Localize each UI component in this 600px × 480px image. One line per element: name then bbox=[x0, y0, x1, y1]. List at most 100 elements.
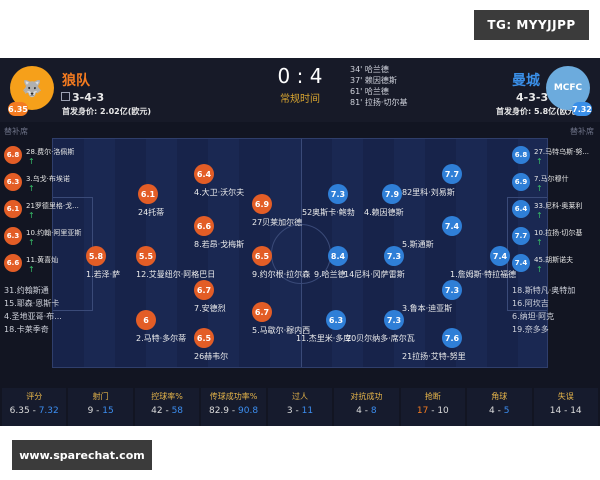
player-name: 5.马歇尔·穆内西 bbox=[252, 326, 311, 335]
away-player[interactable]: 7.4 1.詹姆斯·特拉福德 bbox=[450, 246, 540, 286]
bench-item[interactable]: 18.卡莱季奇 bbox=[4, 325, 49, 334]
sub-arrow-icon: ↑ bbox=[536, 157, 543, 166]
stat-away-value: 11 bbox=[301, 406, 314, 416]
home-player[interactable]: 6.1 24托蒂 bbox=[138, 184, 228, 224]
stat-home-value: 4 bbox=[356, 406, 362, 416]
away-team-name[interactable]: 曼城 bbox=[512, 73, 540, 89]
stat-item: 评分 6.35 - 7.32 bbox=[2, 388, 67, 426]
player-rating-badge: 7.7 bbox=[442, 164, 462, 184]
sub-name: 45.胡斯诺夫 bbox=[534, 256, 574, 264]
player-name: 1.詹姆斯·特拉福德 bbox=[450, 270, 517, 279]
sub-arrow-icon: ↑ bbox=[28, 184, 35, 193]
stat-label: 失误 bbox=[557, 392, 574, 401]
stat-away-value: 10 bbox=[437, 406, 449, 416]
away-formation: 4-3-3 bbox=[516, 91, 549, 104]
stat-values: 6.35 - 7.32 bbox=[9, 406, 59, 416]
player-rating-badge: 6.4 bbox=[194, 164, 214, 184]
stat-values: 14 - 14 bbox=[549, 406, 582, 416]
stat-home-value: 6.35 bbox=[9, 406, 30, 416]
stat-values: 9 - 15 bbox=[87, 406, 114, 416]
sub-rating-badge: 7.7 bbox=[512, 227, 530, 245]
stat-home-value: 42 bbox=[151, 406, 163, 416]
sub-arrow-icon: ↑ bbox=[536, 265, 543, 274]
match-status: 常规时间 bbox=[280, 94, 320, 105]
player-name: 3.鲁本·迪亚斯 bbox=[402, 304, 453, 313]
away-player[interactable]: 6.3 11.杰里米·多库 bbox=[296, 310, 386, 350]
stat-item: 角球 4 - 5 bbox=[467, 388, 532, 426]
away-player[interactable]: 7.3 52奥斯卡·鲍勃 bbox=[298, 184, 388, 224]
home-player[interactable]: 6.6 8.若昂·戈梅斯 bbox=[194, 216, 284, 256]
stat-values: 3 - 11 bbox=[286, 406, 314, 416]
home-team-name[interactable]: 狼队 bbox=[62, 73, 90, 89]
player-rating-badge: 6.7 bbox=[194, 280, 214, 300]
home-player[interactable]: 6.7 7.安德烈 bbox=[194, 280, 284, 320]
stat-item: 对抗成功 4 - 8 bbox=[334, 388, 399, 426]
home-player[interactable]: 6.9 27贝莱加尔德 bbox=[252, 194, 342, 234]
bench-item[interactable]: 19.奈多多 bbox=[512, 325, 549, 334]
stat-label: 抢断 bbox=[424, 392, 441, 401]
sub-rating-badge: 6.9 bbox=[512, 173, 530, 191]
bench-item[interactable]: 16.阿坎吉 bbox=[512, 299, 549, 308]
home-player[interactable]: 5.8 1.若泽·萨 bbox=[86, 246, 176, 286]
stat-item: 传球成功率% 82.9 - 90.8 bbox=[201, 388, 266, 426]
player-name: 1.若泽·萨 bbox=[86, 270, 121, 279]
stat-label: 过人 bbox=[291, 392, 308, 401]
stat-label: 射门 bbox=[92, 392, 109, 401]
player-name: 24托蒂 bbox=[138, 208, 165, 217]
bench-item[interactable]: 31.约翰斯通 bbox=[4, 286, 49, 295]
match-panel: 🐺 6.35 狼队 3-4-3 首发身价: 2.02亿(欧元) 0 : 4 常规… bbox=[0, 58, 600, 426]
player-rating-badge: 5.5 bbox=[136, 246, 156, 266]
stat-away-value: 58 bbox=[171, 406, 184, 416]
away-player[interactable]: 7.3 14尼科·冈萨雷斯 bbox=[344, 246, 434, 286]
sub-arrow-icon: ↑ bbox=[536, 184, 543, 193]
sub-name: 27.马特乌斯·努... bbox=[534, 148, 590, 156]
sub-rating-badge: 6.3 bbox=[4, 173, 22, 191]
goal-item: 81' 拉扬·切尔基 bbox=[350, 98, 408, 107]
bench-item[interactable]: 4.圣地亚哥·布... bbox=[4, 312, 62, 321]
stat-item: 过人 3 - 11 bbox=[267, 388, 333, 426]
away-player[interactable]: 7.7 82里科·刘易斯 bbox=[402, 164, 492, 204]
formation-icon bbox=[61, 92, 70, 101]
sub-rating-badge: 6.4 bbox=[512, 200, 530, 218]
player-rating-badge: 7.3 bbox=[328, 184, 348, 204]
bench-item[interactable]: 6.纳坦·阿克 bbox=[512, 312, 555, 321]
stat-home-value: 17 bbox=[416, 406, 429, 416]
away-team-rating: 7.32 bbox=[572, 102, 592, 116]
sub-rating-badge: 6.8 bbox=[4, 146, 22, 164]
player-rating-badge: 7.3 bbox=[384, 310, 404, 330]
stat-item: 控球率% 42 - 58 bbox=[134, 388, 200, 426]
home-value: 首发身价: 2.02亿(欧元) bbox=[62, 107, 152, 116]
player-name: 20贝尔纳多·席尔瓦 bbox=[346, 334, 415, 343]
away-player[interactable]: 8.4 9.哈兰德 bbox=[302, 246, 392, 286]
home-player[interactable]: 6.5 26赫韦尔 bbox=[194, 328, 284, 368]
sub-name: 21罗德里格·戈... bbox=[26, 202, 79, 210]
player-name: 5.斯通斯 bbox=[402, 240, 434, 249]
stat-values: 42 - 58 bbox=[151, 406, 184, 416]
stat-home-value: 3 bbox=[286, 406, 293, 416]
goal-item: 61' 哈兰德 bbox=[350, 87, 389, 96]
player-name: 11.杰里米·多库 bbox=[296, 334, 352, 343]
home-formation: 3-4-3 bbox=[72, 91, 105, 104]
sub-arrow-icon: ↑ bbox=[28, 211, 35, 220]
home-player[interactable]: 6.5 9.约尔根·拉尔森 bbox=[252, 246, 342, 286]
player-name: 4.大卫·沃尔夫 bbox=[194, 188, 245, 197]
away-player[interactable]: 7.6 21拉扬·艾特-努里 bbox=[402, 328, 492, 368]
home-player[interactable]: 6.4 4.大卫·沃尔夫 bbox=[194, 164, 284, 204]
stat-away-value: 15 bbox=[102, 406, 114, 416]
away-player[interactable]: 7.4 5.斯通斯 bbox=[402, 216, 492, 256]
home-player[interactable]: 6.7 5.马歇尔·穆内西 bbox=[252, 302, 342, 342]
away-player[interactable]: 7.3 3.鲁本·迪亚斯 bbox=[402, 280, 492, 320]
stat-label: 对抗成功 bbox=[350, 392, 383, 401]
bench-item[interactable]: 15.耶森·恩斯卡 bbox=[4, 299, 60, 308]
stat-item: 抢断 17 - 10 bbox=[400, 388, 466, 426]
sub-name: 7.马尔穆什 bbox=[534, 175, 569, 183]
away-player[interactable]: 7.9 4.赖因德斯 bbox=[352, 184, 442, 224]
stat-away-value: 14 bbox=[570, 406, 582, 416]
home-player[interactable]: 6 2.马特·多尔蒂 bbox=[136, 310, 226, 350]
away-player[interactable]: 7.3 20贝尔纳多·席尔瓦 bbox=[346, 310, 436, 350]
home-player[interactable]: 5.5 12.艾曼纽尔·阿格巴日 bbox=[136, 246, 226, 286]
bench-item[interactable]: 18.斯特凡·奥特加 bbox=[512, 286, 576, 295]
sub-name: 10.约翰·阿里亚斯 bbox=[26, 229, 82, 237]
player-rating-badge: 7.4 bbox=[442, 216, 462, 236]
